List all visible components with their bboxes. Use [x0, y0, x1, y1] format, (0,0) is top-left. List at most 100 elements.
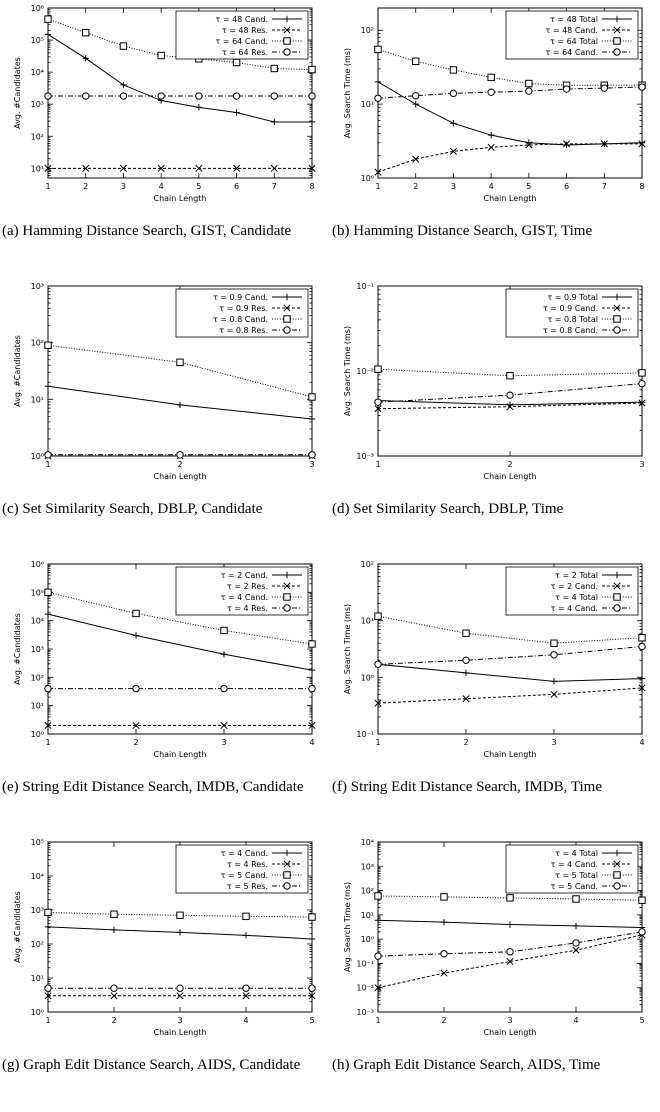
legend-marker — [613, 26, 621, 34]
data-point — [242, 912, 250, 921]
series-4 — [44, 684, 316, 693]
x-axis-label: Chain Length — [154, 1028, 207, 1037]
series-1 — [44, 383, 316, 423]
data-point — [638, 83, 646, 91]
data-point — [562, 85, 571, 93]
legend-b: τ = 48 Total τ = 48 Cand. τ = 64 Total τ = … — [505, 10, 639, 60]
chart-panel-b: 10⁰ 10¹ 10² 1 2 3 4 5 6 7 8 Chain Length Avg. Search… — [330, 0, 660, 278]
data-point — [638, 642, 646, 651]
data-point — [110, 926, 118, 934]
data-point — [487, 143, 495, 151]
data-point — [242, 984, 250, 992]
x-tick-label: 3 — [221, 738, 226, 747]
legend-marker — [283, 571, 291, 579]
data-point — [44, 992, 52, 1000]
x-tick-label: 5 — [526, 182, 531, 191]
series-3 — [374, 892, 646, 904]
y-tick-label: 10³ — [31, 645, 44, 654]
x-tick-label: 2 — [83, 182, 88, 191]
data-point — [487, 131, 495, 139]
data-point — [449, 89, 458, 98]
data-point — [44, 92, 52, 100]
y-axis-label: Avg. Search Time (ms) — [343, 326, 352, 416]
x-tick-label: 3 — [121, 182, 126, 191]
y-tick-label: 10¹ — [31, 974, 44, 983]
y-axis-label: Avg. Search Time (ms) — [343, 604, 352, 694]
chart-g: 10⁰ 10¹ 10² 10³ 10⁴ 10⁵ 1 2 3 4 5 Chain Length Avg. … — [13, 838, 316, 1037]
x-tick-label: 3 — [177, 1016, 182, 1025]
data-point — [525, 87, 533, 95]
data-point — [308, 666, 316, 674]
data-point — [572, 946, 580, 954]
y-tick-label: 10⁻¹ — [356, 282, 374, 291]
series-4 — [374, 642, 646, 668]
caption-d: (d) Set Similarity Search, DBLP, Time — [332, 501, 564, 517]
data-point — [44, 341, 52, 349]
legend-marker — [613, 37, 621, 45]
series-1 — [374, 661, 646, 685]
legend-label: τ = 64 Cand. — [215, 37, 268, 46]
data-point — [308, 721, 316, 730]
series-line — [47, 33, 312, 123]
legend-label: τ = 4 Total — [555, 593, 598, 602]
series-line — [377, 663, 643, 682]
data-point — [440, 950, 448, 958]
data-point — [242, 992, 250, 1000]
series-1 — [44, 31, 316, 126]
caption-e: (e) String Edit Distance Search, IMDB, C… — [2, 779, 304, 795]
y-tick-label: 10⁰ — [361, 174, 374, 183]
data-point — [132, 721, 140, 730]
data-point — [600, 84, 608, 92]
x-axis-label: Chain Length — [484, 194, 537, 203]
data-point — [374, 78, 382, 86]
data-point — [308, 684, 316, 693]
legend-marker — [613, 849, 621, 857]
data-point — [374, 405, 382, 413]
data-point — [600, 140, 608, 148]
x-tick-label: 3 — [507, 1016, 512, 1025]
legend-marker — [283, 871, 291, 879]
y-tick-label: 10⁰ — [361, 935, 374, 944]
legend-marker — [613, 315, 621, 323]
data-point — [270, 92, 278, 100]
data-point — [120, 81, 127, 89]
x-tick-label: 6 — [234, 182, 239, 191]
data-point — [308, 992, 316, 1000]
data-point — [82, 92, 90, 100]
x-tick-label: 2 — [441, 1016, 446, 1025]
y-tick-label: 10⁰ — [361, 673, 374, 682]
x-tick-label: 4 — [243, 1016, 248, 1025]
caption-c: (c) Set Similarity Search, DBLP, Candida… — [2, 501, 263, 517]
y-tick-label: 10² — [31, 339, 44, 348]
data-point — [638, 399, 646, 407]
chart-d: 10⁻³ 10⁻² 10⁻¹ 1 2 3 Chain Length Avg. Search T… — [343, 282, 646, 481]
data-point — [506, 921, 514, 928]
x-tick-label: 1 — [375, 738, 380, 747]
data-point — [44, 383, 52, 390]
y-tick-label: 10³ — [31, 100, 44, 109]
data-point — [506, 403, 514, 411]
data-point — [550, 639, 558, 647]
legend-label: τ = 4 Cand. — [551, 860, 598, 869]
legend-c: τ = 0.9 Cand. τ = 0.9 Res. τ = 0.8 Cand. τ … — [175, 288, 309, 338]
legend-label: τ = 48 Cand. — [215, 15, 268, 24]
data-point — [220, 651, 228, 658]
data-point — [82, 28, 90, 37]
data-point — [176, 984, 184, 992]
legend-marker — [613, 293, 621, 301]
legend-marker — [283, 315, 291, 323]
series-2 — [374, 399, 646, 413]
data-point — [412, 155, 420, 163]
data-point — [157, 51, 165, 60]
series-2 — [374, 684, 646, 707]
data-point — [232, 58, 241, 67]
legend-marker — [283, 593, 291, 601]
x-tick-label: 1 — [45, 182, 50, 191]
y-tick-label: 10² — [361, 887, 374, 896]
data-point — [374, 952, 382, 960]
y-tick-label: 10¹ — [361, 911, 374, 920]
legend-label: τ = 5 Res. — [227, 882, 268, 891]
y-tick-label: 10¹ — [361, 100, 374, 109]
data-point — [462, 695, 470, 703]
data-point — [176, 911, 184, 919]
